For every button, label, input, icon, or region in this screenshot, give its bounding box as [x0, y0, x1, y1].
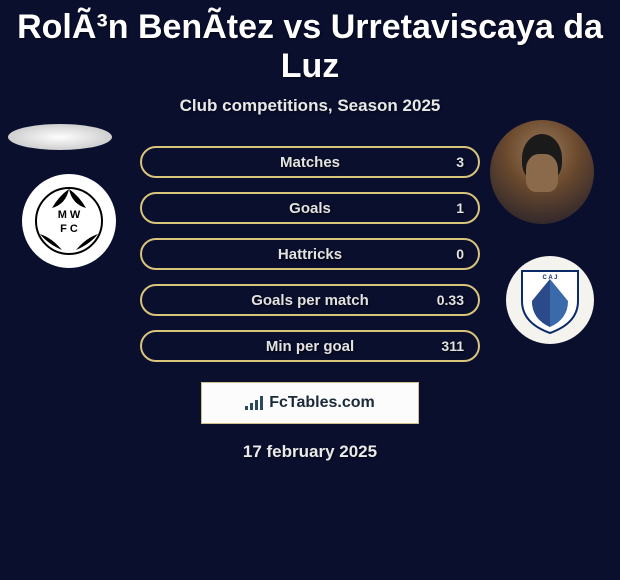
stat-row: Goals 1 — [140, 192, 480, 224]
stat-label: Goals — [289, 200, 331, 217]
stat-label: Goals per match — [251, 292, 369, 309]
site-label: FcTables.com — [269, 394, 375, 412]
page-subtitle: Club competitions, Season 2025 — [0, 96, 620, 116]
stat-label: Hattricks — [278, 246, 342, 263]
stat-label: Matches — [280, 154, 340, 171]
page-title: RolÃ³n BenÃ­tez vs Urretaviscaya da Luz — [0, 0, 620, 86]
stat-label: Min per goal — [266, 338, 354, 355]
stat-row: Min per goal 311 — [140, 330, 480, 362]
bars-icon — [245, 396, 263, 410]
stat-row: Hattricks 0 — [140, 238, 480, 270]
date-label: 17 february 2025 — [0, 442, 620, 462]
site-badge[interactable]: FcTables.com — [201, 382, 419, 424]
stat-right-value: 1 — [456, 200, 464, 216]
stat-right-value: 0.33 — [437, 292, 464, 308]
stat-right-value: 311 — [441, 338, 464, 354]
stat-row: Matches 3 — [140, 146, 480, 178]
stat-right-value: 0 — [456, 246, 464, 262]
stats-rows: Matches 3 Goals 1 Hattricks 0 Goals per match 0… — [0, 146, 620, 362]
stat-row: Goals per match 0.33 — [140, 284, 480, 316]
stat-right-value: 3 — [456, 154, 464, 170]
